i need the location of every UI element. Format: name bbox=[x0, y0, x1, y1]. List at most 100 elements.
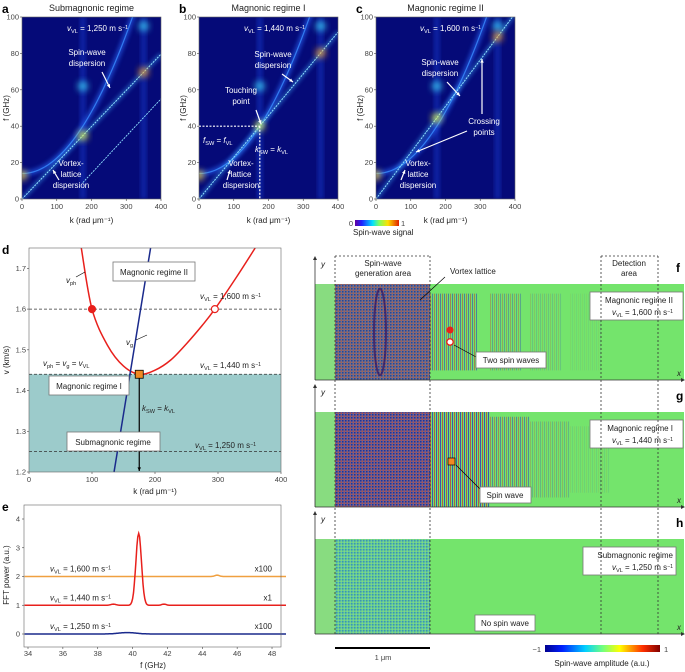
vortex-lattice-arrow-head bbox=[227, 170, 231, 174]
x-axis-label: k (rad μm⁻¹) bbox=[424, 216, 468, 225]
text-segment: −1 bbox=[250, 442, 256, 448]
text-segment: ph bbox=[47, 364, 53, 370]
x-tick-label: 200 bbox=[85, 202, 98, 211]
v-vl-label: vVL = 1,440 m s−1 bbox=[612, 436, 673, 447]
x-tick-label: 40 bbox=[128, 649, 136, 658]
touching-point-arrow-head bbox=[258, 120, 262, 124]
text-segment: = 1,440 m s bbox=[255, 24, 299, 33]
x-axis-label: x bbox=[676, 623, 682, 632]
y-tick-label: 60 bbox=[11, 85, 19, 94]
panel-title: Submagnonic regime bbox=[49, 3, 134, 13]
scale-bar bbox=[335, 647, 430, 649]
y-tick-label: 1.3 bbox=[16, 427, 26, 436]
crossing-point-arrow-head bbox=[480, 59, 484, 63]
panel-letter: c bbox=[356, 2, 363, 16]
crossing-point-arrow bbox=[415, 130, 468, 153]
callout-label: Two spin waves bbox=[483, 356, 539, 365]
signal-hotspot bbox=[138, 67, 149, 78]
text-segment: k bbox=[255, 145, 260, 154]
detection-area-label: Detection bbox=[612, 259, 646, 268]
regime-label: Magnonic regime I bbox=[607, 424, 673, 433]
text-segment: v bbox=[195, 441, 200, 450]
text-segment: v bbox=[200, 361, 205, 370]
touching-point-marker bbox=[134, 369, 144, 379]
panel-letter: e bbox=[2, 500, 9, 514]
x-tick-label: 100 bbox=[404, 202, 417, 211]
spin-wave-label: dispersion bbox=[69, 59, 105, 68]
regime-box-magnonic-i bbox=[48, 375, 130, 396]
text-segment: = bbox=[53, 359, 62, 368]
velocity-equality-label: vph = vg = vVL bbox=[43, 359, 89, 370]
wavefront bbox=[373, 287, 387, 377]
heatmap-panel-b bbox=[198, 16, 339, 200]
y-axis-arrowhead bbox=[313, 384, 317, 388]
colorbar-spin-wave-amplitude bbox=[545, 645, 660, 652]
text-segment: g bbox=[66, 364, 69, 370]
heatmap-panel-a bbox=[21, 16, 162, 200]
callout-leader bbox=[453, 344, 479, 359]
x-tick-label: 300 bbox=[297, 202, 310, 211]
signal-hotspot bbox=[431, 81, 442, 92]
x-tick-label: 200 bbox=[262, 202, 275, 211]
callout-box bbox=[474, 614, 536, 632]
open-crossing-marker bbox=[210, 304, 219, 314]
crossing-points-label: Crossing bbox=[468, 117, 500, 126]
regime-label: Magnonic regime II bbox=[605, 296, 673, 305]
text-segment: −1 bbox=[122, 25, 128, 31]
text-segment: −1 bbox=[105, 565, 111, 571]
v-ph-leader bbox=[75, 271, 86, 278]
regime-label-magnonic-i: Magnonic regime I bbox=[56, 382, 122, 391]
text-segment: v bbox=[50, 622, 55, 631]
vortex-lattice-label: Vortex lattice bbox=[450, 267, 496, 276]
touching-point-label: Touching bbox=[225, 86, 257, 95]
crossing-points-label: points bbox=[473, 128, 494, 137]
x-axis-arrowhead bbox=[681, 632, 685, 636]
x-tick-label: 400 bbox=[509, 202, 522, 211]
regime-box bbox=[589, 419, 684, 449]
text-segment: v bbox=[244, 24, 249, 33]
signal-hotspot bbox=[431, 112, 442, 123]
vvl-annotation: vVL = 1,440 m s−1 bbox=[244, 24, 305, 35]
x-tick-label: 0 bbox=[27, 475, 31, 484]
x-tick-label: 100 bbox=[50, 202, 63, 211]
vortex-lattice-dispersion bbox=[22, 53, 161, 199]
y-axis-label: f (GHz) bbox=[356, 95, 365, 121]
text-segment: k bbox=[142, 404, 147, 413]
vertical-band bbox=[494, 17, 501, 199]
scale-factor-label: x100 bbox=[255, 622, 273, 631]
x-tick-label: 36 bbox=[59, 649, 67, 658]
vertical-band bbox=[140, 17, 147, 199]
text-segment: v bbox=[43, 359, 48, 368]
filled-crossing-marker bbox=[87, 304, 97, 314]
text-segment: −1 bbox=[667, 564, 673, 570]
text-segment: VL bbox=[83, 364, 90, 370]
text-segment: = bbox=[69, 359, 78, 368]
x-axis-label: k (rad μm⁻¹) bbox=[70, 216, 114, 225]
callout-label: No spin wave bbox=[481, 619, 530, 628]
callout-box bbox=[475, 351, 547, 369]
vortex-lattice-label: dispersion bbox=[53, 181, 89, 190]
x-tick-label: 38 bbox=[94, 649, 102, 658]
x-axis-label: f (GHz) bbox=[140, 661, 166, 670]
text-segment: VL bbox=[204, 366, 211, 372]
signal-hotspot bbox=[138, 21, 149, 32]
fft-series-2 bbox=[24, 631, 286, 635]
vortex-lattice-label: dispersion bbox=[400, 181, 436, 190]
x-axis-arrowhead bbox=[681, 378, 685, 382]
text-segment: v bbox=[612, 308, 617, 317]
colorbar-max: 1 bbox=[401, 219, 405, 228]
vertical-band bbox=[79, 17, 86, 199]
heatmap-content bbox=[199, 17, 338, 199]
scale-factor-label: x1 bbox=[264, 593, 273, 602]
panel-letter: d bbox=[2, 243, 9, 257]
heatmap-panel-c bbox=[375, 16, 516, 200]
y-axis-label: FFT power (a.u.) bbox=[2, 545, 11, 605]
text-segment: VL bbox=[54, 569, 61, 575]
vortex-lattice-dispersion bbox=[376, 17, 514, 199]
y-axis-arrowhead bbox=[313, 511, 317, 515]
y-tick-label: 20 bbox=[365, 158, 373, 167]
regime-label: Submagnonic regime bbox=[597, 551, 673, 560]
text-segment: −1 bbox=[667, 309, 673, 315]
text-segment: g bbox=[130, 343, 133, 349]
y-tick-label: 1 bbox=[16, 601, 20, 610]
